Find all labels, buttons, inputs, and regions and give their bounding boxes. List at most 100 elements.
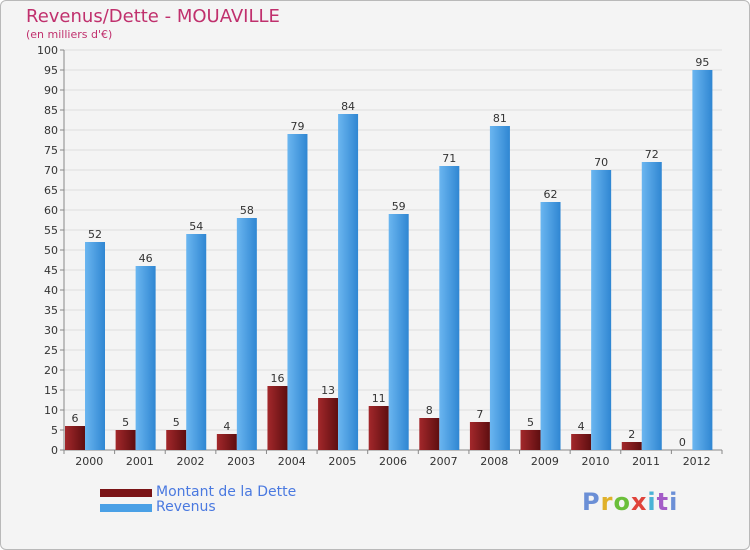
y-tick-label: 60 bbox=[44, 204, 58, 217]
x-tick-label: 2009 bbox=[531, 455, 559, 468]
legend-swatch-dette bbox=[100, 489, 152, 497]
y-tick-label: 30 bbox=[44, 324, 58, 337]
data-label-dette: 4 bbox=[223, 420, 230, 433]
data-label-dette: 5 bbox=[173, 416, 180, 429]
y-tick-label: 20 bbox=[44, 364, 58, 377]
bar-revenus bbox=[338, 114, 359, 450]
data-label-dette: 4 bbox=[578, 420, 585, 433]
bar-dette bbox=[520, 430, 541, 450]
bar-revenus bbox=[85, 242, 105, 450]
y-tick-label: 10 bbox=[44, 404, 58, 417]
data-label-revenus: 72 bbox=[645, 148, 659, 161]
x-tick-label: 2010 bbox=[581, 455, 609, 468]
bar-dette bbox=[216, 434, 237, 450]
bar-revenus bbox=[388, 214, 409, 450]
y-tick-label: 75 bbox=[44, 144, 58, 157]
y-tick-label: 25 bbox=[44, 344, 58, 357]
data-label-dette: 5 bbox=[527, 416, 534, 429]
data-label-revenus: 52 bbox=[88, 228, 102, 241]
bar-revenus bbox=[236, 218, 257, 450]
x-tick-label: 2008 bbox=[480, 455, 508, 468]
y-tick-label: 95 bbox=[44, 64, 58, 77]
y-tick-label: 65 bbox=[44, 184, 58, 197]
data-label-dette: 7 bbox=[476, 408, 483, 421]
x-tick-label: 2004 bbox=[278, 455, 306, 468]
bar-dette bbox=[621, 442, 642, 450]
data-label-revenus: 62 bbox=[544, 188, 558, 201]
data-label-revenus: 59 bbox=[392, 200, 406, 213]
x-tick-label: 2011 bbox=[632, 455, 660, 468]
data-label-dette: 13 bbox=[321, 384, 335, 397]
bar-revenus bbox=[641, 162, 662, 450]
data-label-revenus: 95 bbox=[695, 56, 709, 69]
logo-letter: i bbox=[647, 488, 657, 516]
legend-swatch-revenus bbox=[100, 504, 152, 512]
bar-revenus bbox=[287, 134, 308, 450]
y-tick-label: 90 bbox=[44, 84, 58, 97]
bar-revenus bbox=[692, 70, 713, 450]
y-tick-label: 50 bbox=[44, 244, 58, 257]
y-tick-label: 35 bbox=[44, 304, 58, 317]
bar-dette bbox=[368, 406, 389, 450]
chart-subtitle: (en milliers d'€) bbox=[26, 28, 113, 41]
x-tick-label: 2001 bbox=[126, 455, 154, 468]
y-tick-label: 45 bbox=[44, 264, 58, 277]
bar-dette bbox=[571, 434, 592, 450]
legend-label-dette: Montant de la Dette bbox=[156, 484, 297, 500]
y-tick-label: 40 bbox=[44, 284, 58, 297]
data-label-revenus: 81 bbox=[493, 112, 507, 125]
x-tick-label: 2002 bbox=[177, 455, 205, 468]
y-tick-label: 0 bbox=[51, 444, 58, 457]
chart-title: Revenus/Dette - MOUAVILLE bbox=[26, 6, 280, 27]
data-label-revenus: 58 bbox=[240, 204, 254, 217]
logo-letter: t bbox=[656, 488, 670, 516]
x-tick-label: 2005 bbox=[328, 455, 356, 468]
bar-dette bbox=[166, 430, 187, 450]
y-tick-label: 5 bbox=[51, 424, 58, 437]
x-tick-label: 2007 bbox=[430, 455, 458, 468]
data-label-dette: 0 bbox=[679, 436, 686, 449]
bar-revenus bbox=[591, 170, 612, 450]
data-label-revenus: 71 bbox=[442, 152, 456, 165]
data-label-revenus: 54 bbox=[189, 220, 203, 233]
x-tick-label: 2000 bbox=[75, 455, 103, 468]
logo-letter: i bbox=[669, 488, 679, 516]
proxiti-logo: Proxiti bbox=[582, 488, 678, 516]
y-tick-label: 55 bbox=[44, 224, 58, 237]
data-label-revenus: 70 bbox=[594, 156, 608, 169]
bar-dette bbox=[318, 398, 339, 450]
bar-dette bbox=[267, 386, 288, 450]
x-tick-label: 2003 bbox=[227, 455, 255, 468]
bar-revenus bbox=[186, 234, 207, 450]
data-label-dette: 6 bbox=[72, 412, 79, 425]
y-tick-label: 85 bbox=[44, 104, 58, 117]
logo-letter: x bbox=[630, 488, 648, 516]
logo-letter: o bbox=[613, 488, 631, 516]
data-label-revenus: 79 bbox=[290, 120, 304, 133]
y-tick-label: 15 bbox=[44, 384, 58, 397]
data-label-revenus: 46 bbox=[139, 252, 153, 265]
bar-dette bbox=[65, 426, 85, 450]
bar-dette bbox=[469, 422, 490, 450]
bar-revenus bbox=[439, 166, 460, 450]
bar-revenus bbox=[135, 266, 156, 450]
data-label-dette: 11 bbox=[372, 392, 386, 405]
data-label-dette: 5 bbox=[122, 416, 129, 429]
y-tick-label: 80 bbox=[44, 124, 58, 137]
data-label-dette: 8 bbox=[426, 404, 433, 417]
bar-dette bbox=[115, 430, 136, 450]
y-tick-label: 70 bbox=[44, 164, 58, 177]
data-label-revenus: 84 bbox=[341, 100, 355, 113]
data-label-dette: 2 bbox=[628, 428, 635, 441]
legend-label-revenus: Revenus bbox=[156, 499, 216, 515]
data-label-dette: 16 bbox=[270, 372, 284, 385]
bar-revenus bbox=[489, 126, 510, 450]
x-tick-label: 2006 bbox=[379, 455, 407, 468]
bar-revenus bbox=[540, 202, 561, 450]
logo-letter: P bbox=[582, 488, 601, 516]
bar-dette bbox=[419, 418, 440, 450]
y-tick-label: 100 bbox=[37, 44, 58, 57]
x-tick-label: 2012 bbox=[683, 455, 711, 468]
logo-letter: r bbox=[600, 488, 614, 516]
